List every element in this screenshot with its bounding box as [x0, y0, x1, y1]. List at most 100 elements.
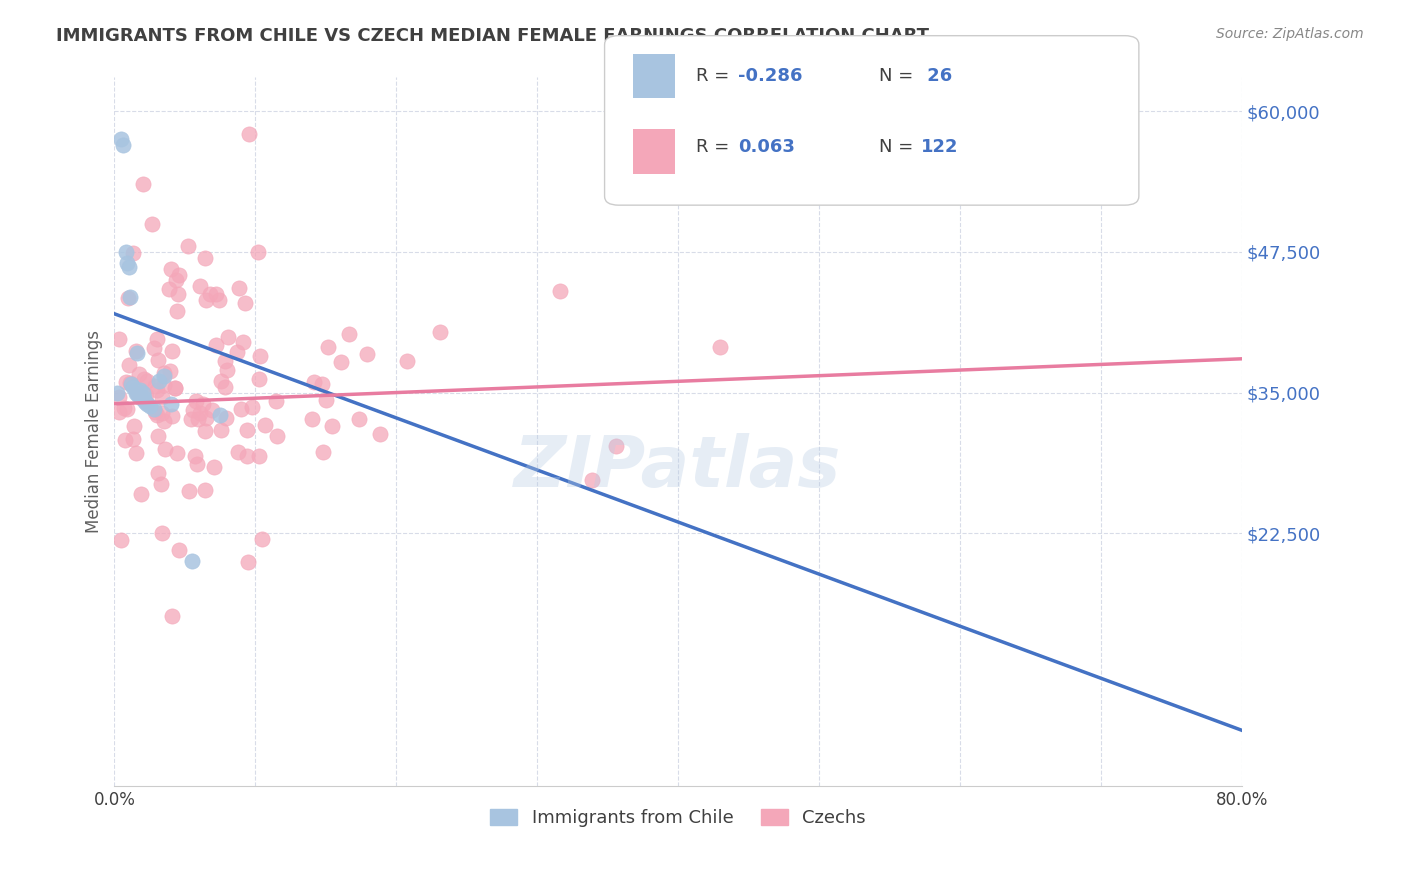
Point — [238, 127, 260, 141]
Point — [114, 433, 136, 447]
Point — [166, 304, 188, 318]
Point — [153, 377, 176, 392]
Point — [209, 424, 232, 438]
Point — [368, 426, 391, 441]
Point — [148, 467, 170, 481]
Point — [184, 449, 207, 463]
Point — [127, 388, 149, 402]
Point — [188, 406, 211, 420]
Point — [181, 402, 204, 417]
Point — [228, 280, 250, 294]
Point — [249, 349, 271, 363]
Point — [125, 343, 148, 358]
Point — [152, 368, 174, 383]
Point — [153, 414, 176, 428]
Point — [548, 285, 571, 299]
Point — [311, 376, 333, 391]
Point — [177, 239, 200, 253]
Point — [107, 390, 129, 404]
Point — [146, 332, 169, 346]
Point — [356, 347, 378, 361]
Point — [195, 293, 218, 307]
Point — [145, 379, 167, 393]
Point — [110, 533, 132, 547]
Point — [134, 393, 156, 408]
Point — [188, 279, 211, 293]
Point — [122, 418, 145, 433]
Point — [118, 358, 141, 372]
Point — [148, 374, 170, 388]
Point — [347, 412, 370, 426]
Point — [429, 325, 451, 339]
Point — [127, 386, 149, 401]
Point — [118, 290, 141, 304]
Point — [315, 392, 337, 407]
Text: 122: 122 — [921, 138, 959, 156]
Point — [120, 376, 142, 391]
Point — [150, 390, 173, 404]
Point — [124, 384, 146, 398]
Point — [117, 291, 139, 305]
Point — [160, 344, 183, 359]
Point — [194, 251, 217, 265]
Point — [226, 445, 249, 459]
Point — [125, 346, 148, 360]
Point — [107, 332, 129, 346]
Point — [124, 446, 146, 460]
Point — [159, 364, 181, 378]
Point — [247, 449, 270, 463]
Point — [152, 367, 174, 381]
Point — [201, 403, 224, 417]
Point — [135, 388, 157, 402]
Point — [204, 338, 226, 352]
Point — [198, 287, 221, 301]
Point — [129, 391, 152, 405]
Text: ZIPatlas: ZIPatlas — [515, 433, 842, 502]
Point — [225, 344, 247, 359]
Point — [115, 401, 138, 416]
Point — [395, 353, 418, 368]
Text: R =: R = — [696, 67, 735, 85]
Point — [167, 287, 190, 301]
Point — [141, 217, 163, 231]
Point — [302, 376, 325, 390]
Point — [129, 486, 152, 500]
Point — [160, 409, 183, 424]
Point — [112, 401, 135, 415]
Point — [114, 375, 136, 389]
Point — [246, 244, 269, 259]
Point — [142, 341, 165, 355]
Point — [194, 425, 217, 439]
Legend: Immigrants from Chile, Czechs: Immigrants from Chile, Czechs — [484, 802, 873, 834]
Point — [132, 391, 155, 405]
Point — [209, 374, 232, 388]
Point — [159, 261, 181, 276]
Point — [186, 412, 208, 426]
Point — [148, 352, 170, 367]
Point — [337, 326, 360, 341]
Point — [214, 411, 236, 425]
Point — [165, 273, 187, 287]
Point — [117, 260, 139, 274]
Point — [120, 376, 142, 391]
Text: N =: N = — [879, 138, 918, 156]
Point — [157, 282, 180, 296]
Point — [134, 394, 156, 409]
Point — [132, 178, 155, 192]
Point — [180, 554, 202, 568]
Point — [247, 372, 270, 386]
Point — [605, 439, 627, 453]
Point — [236, 423, 259, 437]
Point — [233, 295, 256, 310]
Point — [321, 418, 343, 433]
Point — [165, 381, 187, 395]
Point — [167, 268, 190, 282]
Point — [250, 532, 273, 546]
Point — [180, 412, 202, 426]
Point — [205, 287, 228, 301]
Point — [110, 132, 132, 146]
Point — [209, 408, 232, 422]
Text: IMMIGRANTS FROM CHILE VS CZECH MEDIAN FEMALE EARNINGS CORRELATION CHART: IMMIGRANTS FROM CHILE VS CZECH MEDIAN FE… — [56, 27, 929, 45]
Point — [169, 543, 191, 558]
Point — [128, 367, 150, 381]
